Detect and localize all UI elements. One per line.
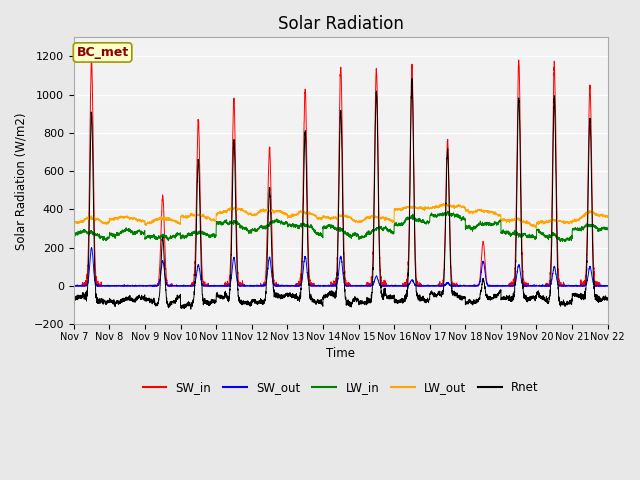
Rnet [604,296,612,301]
LW_out [491,210,499,216]
SW_out [321,283,328,289]
LW_out [460,204,468,210]
Title: Solar Radiation: Solar Radiation [278,15,404,33]
Line: LW_in: LW_in [74,211,608,241]
Legend: SW_in, SW_out, LW_in, LW_out, Rnet: SW_in, SW_out, LW_in, LW_out, Rnet [138,376,543,398]
LW_out [70,220,77,226]
SW_out [460,283,468,289]
SW_in [166,283,173,289]
X-axis label: Time: Time [326,348,355,360]
LW_out [442,201,449,206]
LW_in [166,236,173,241]
SW_in [431,283,438,289]
LW_out [532,225,540,231]
Rnet [491,294,499,300]
Line: SW_in: SW_in [74,60,608,286]
LW_out [166,215,173,221]
SW_in [604,283,612,289]
Rnet [321,292,328,298]
LW_in [491,221,499,227]
Rnet [70,296,77,302]
Line: SW_out: SW_out [74,248,608,286]
Rnet [408,76,416,82]
Text: BC_met: BC_met [76,46,129,59]
LW_out [321,214,328,220]
LW_in [460,215,468,221]
Rnet [187,306,195,312]
SW_in [321,283,328,289]
Rnet [166,303,173,309]
SW_out [491,283,499,288]
LW_in [604,225,611,230]
LW_in [431,213,438,218]
SW_in [460,283,468,289]
SW_in [604,283,611,289]
Line: LW_out: LW_out [74,204,608,228]
Y-axis label: Solar Radiation (W/m2): Solar Radiation (W/m2) [15,112,28,250]
SW_in [515,57,522,63]
LW_in [561,239,569,244]
LW_out [604,213,611,219]
SW_out [166,283,173,288]
LW_in [604,227,612,232]
Rnet [461,295,468,300]
LW_out [431,204,438,210]
LW_in [321,224,328,230]
SW_out [431,283,438,288]
LW_out [604,214,612,220]
SW_in [70,283,77,289]
SW_out [88,245,95,251]
SW_out [70,283,77,289]
SW_out [604,283,611,288]
Rnet [431,290,438,296]
LW_in [444,208,452,214]
LW_in [70,233,77,239]
Rnet [604,295,611,300]
SW_in [491,283,499,289]
SW_out [604,283,612,288]
Line: Rnet: Rnet [74,79,608,309]
